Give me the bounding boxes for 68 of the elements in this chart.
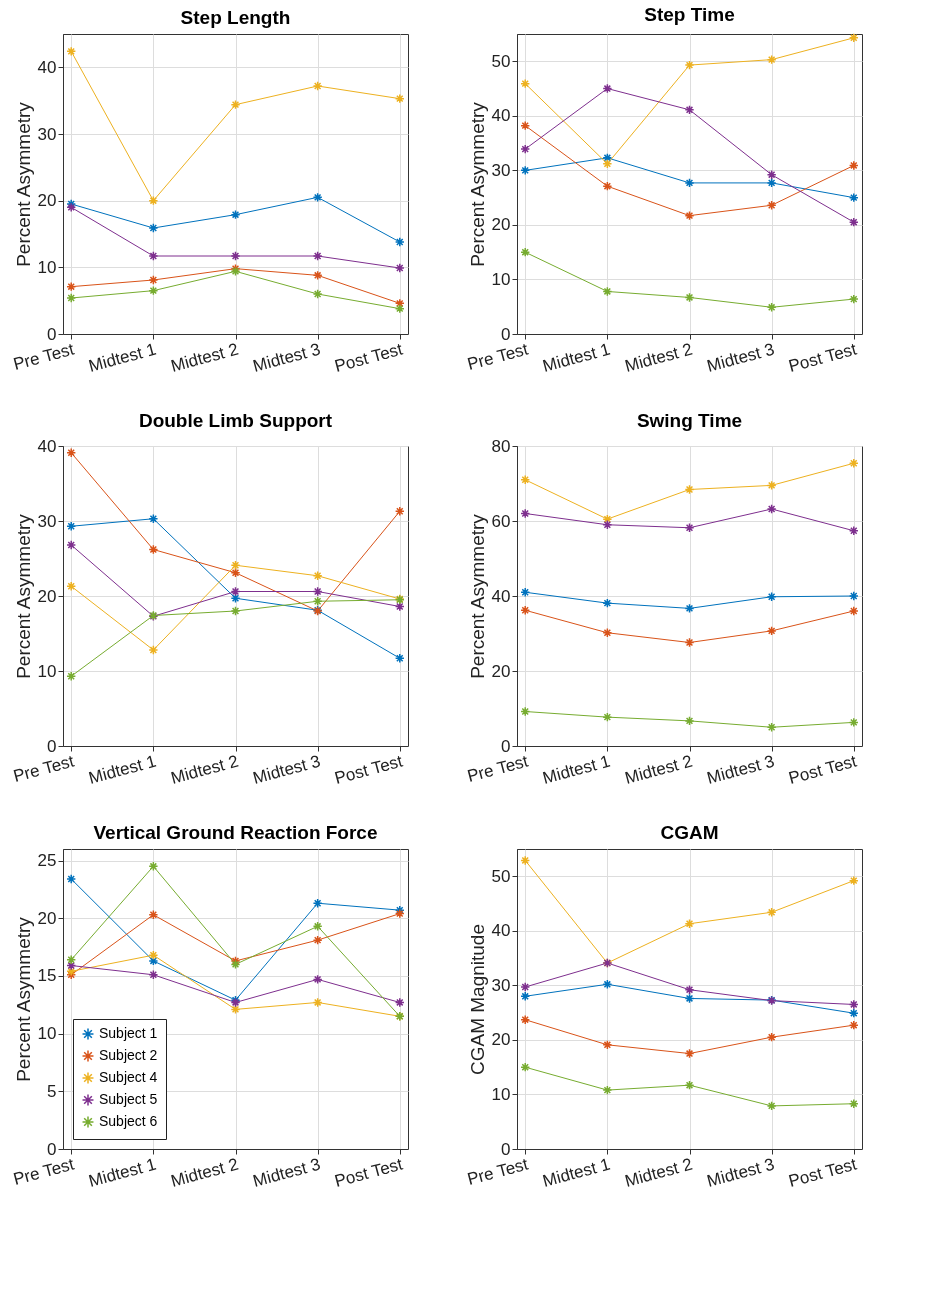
y-tick-label: 20 — [37, 191, 57, 211]
y-axis-title: Percent Asymmetry — [466, 101, 488, 267]
x-tick-label: Midtest 2 — [168, 339, 241, 376]
x-tick-label: Midtest 1 — [86, 339, 159, 376]
x-tick-label: Post Test — [332, 751, 405, 788]
chart-title: Swing Time — [636, 410, 743, 431]
x-tick-label: Midtest 2 — [168, 751, 241, 788]
legend-label: Subject 6 — [99, 1113, 158, 1129]
y-tick-label: 50 — [491, 866, 511, 886]
y-tick-label: 50 — [491, 51, 511, 71]
y-tick-label: 40 — [37, 57, 57, 77]
x-tick-label: Midtest 1 — [86, 1154, 159, 1191]
legend-label: Subject 4 — [99, 1069, 158, 1085]
y-tick-label: 20 — [491, 1030, 511, 1050]
chart-title: Double Limb Support — [138, 410, 333, 431]
x-tick-label: Post Test — [786, 751, 859, 788]
y-tick-label: 30 — [491, 975, 511, 995]
x-tick-label: Midtest 2 — [168, 1154, 241, 1191]
y-tick-label: 25 — [37, 851, 57, 871]
chart-title: Vertical Ground Reaction Force — [93, 822, 378, 843]
x-tick-label: Midtest 3 — [250, 339, 323, 376]
legend-label: Subject 5 — [99, 1091, 158, 1107]
y-axis-title: Percent Asymmetry — [466, 513, 488, 679]
chart-title: CGAM — [660, 822, 719, 843]
x-tick-label: Midtest 1 — [540, 751, 613, 788]
y-tick-label: 80 — [491, 436, 511, 456]
y-tick-label: 20 — [491, 661, 511, 681]
y-axis-title: Percent Asymmetry — [12, 101, 34, 267]
y-tick-label: 40 — [491, 586, 511, 606]
y-tick-label: 60 — [491, 511, 511, 531]
x-tick-label: Midtest 1 — [86, 751, 159, 788]
x-tick-label: Post Test — [332, 339, 405, 376]
y-tick-label: 30 — [37, 124, 57, 144]
y-tick-label: 5 — [47, 1081, 57, 1101]
x-tick-label: Midtest 3 — [250, 1154, 323, 1191]
y-tick-label: 10 — [37, 1024, 57, 1044]
chart-title: Step Length — [180, 7, 291, 28]
legend-label: Subject 2 — [99, 1047, 158, 1063]
x-tick-label: Midtest 3 — [250, 751, 323, 788]
chart-title: Step Time — [644, 3, 735, 25]
x-tick-label: Midtest 1 — [540, 339, 613, 376]
x-tick-label: Midtest 3 — [704, 1154, 777, 1191]
y-tick-label: 20 — [491, 215, 511, 235]
y-axis-title: Percent Asymmetry — [12, 916, 34, 1082]
x-tick-label: Midtest 3 — [704, 751, 777, 788]
y-tick-label: 30 — [37, 511, 57, 531]
legend-label: Subject 1 — [99, 1025, 158, 1041]
y-tick-label: 10 — [37, 661, 57, 681]
x-tick-label: Midtest 3 — [704, 339, 777, 376]
x-tick-label: Midtest 1 — [540, 1154, 613, 1191]
y-tick-label: 30 — [491, 160, 511, 180]
x-tick-label: Post Test — [786, 1154, 859, 1191]
y-tick-label: 40 — [37, 436, 57, 456]
y-tick-label: 10 — [491, 269, 511, 289]
x-tick-label: Midtest 2 — [622, 1154, 695, 1191]
y-tick-label: 10 — [491, 1084, 511, 1104]
x-tick-label: Post Test — [332, 1154, 405, 1191]
y-tick-label: 40 — [491, 921, 511, 941]
x-tick-label: Post Test — [786, 339, 859, 376]
y-axis-title: Percent Asymmetry — [12, 513, 34, 679]
y-tick-label: 40 — [491, 106, 511, 126]
y-tick-label: 20 — [37, 586, 57, 606]
y-tick-label: 20 — [37, 908, 57, 928]
y-tick-label: 15 — [37, 966, 57, 986]
x-tick-label: Midtest 2 — [622, 339, 695, 376]
y-tick-label: 10 — [37, 257, 57, 277]
y-axis-title: CGAM Magnitude — [466, 923, 488, 1076]
x-tick-label: Midtest 2 — [622, 751, 695, 788]
